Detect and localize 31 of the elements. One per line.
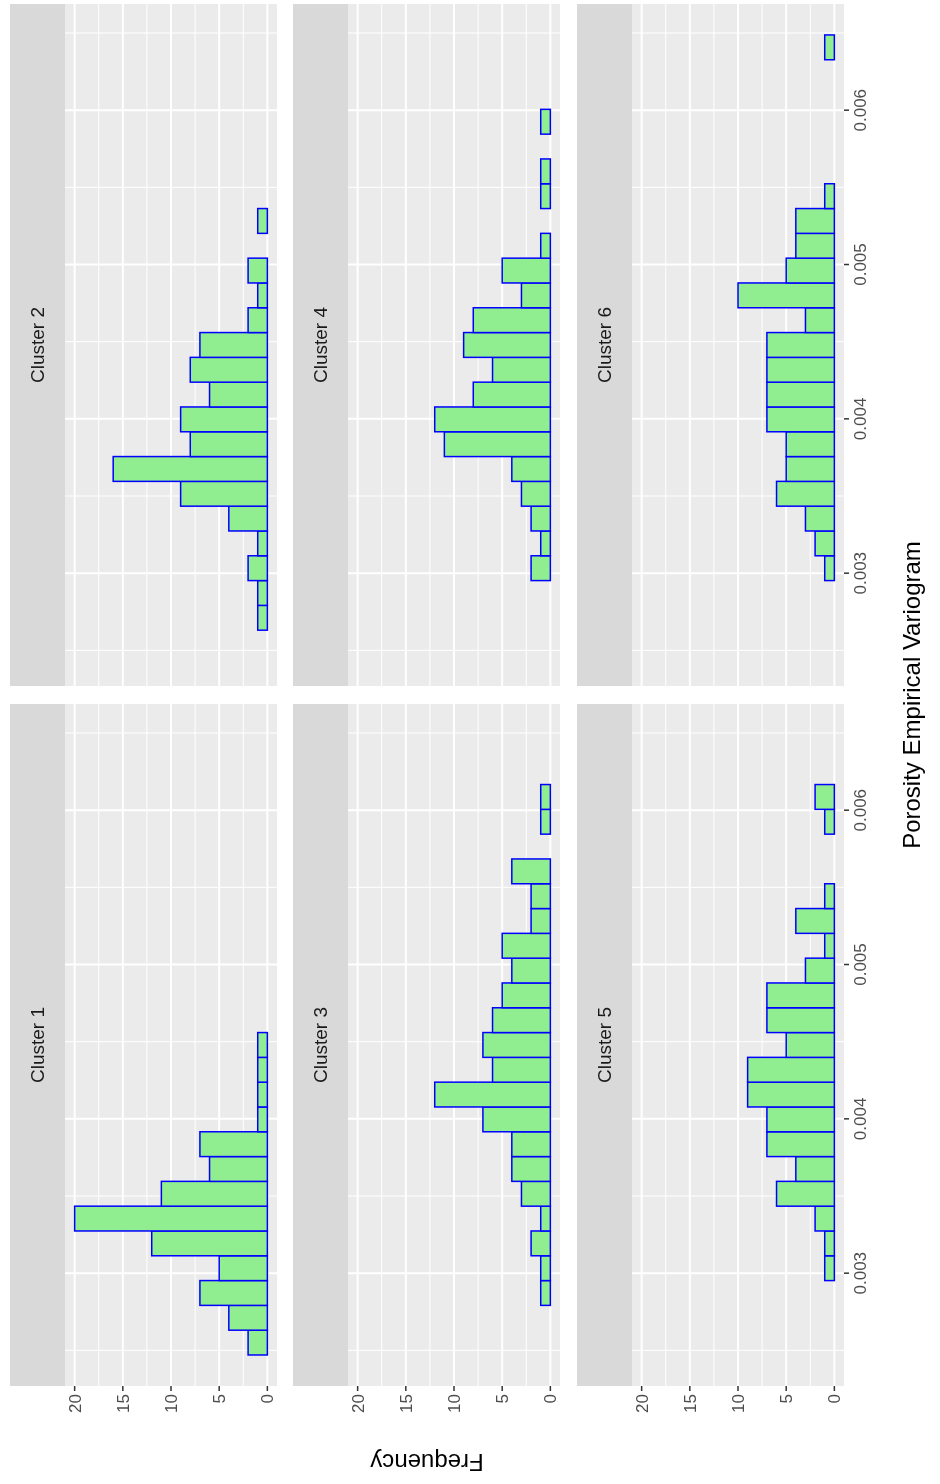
- x-tick-label: 15: [396, 1394, 416, 1413]
- x-tick-label: 0: [825, 1394, 845, 1404]
- y-tick-label: 0.003: [851, 1251, 870, 1295]
- text: Cluster 5: [594, 1006, 616, 1084]
- text: Cluster 4: [310, 306, 332, 384]
- text: Cluster 1: [27, 1006, 49, 1084]
- x-tick-label: 20: [65, 1394, 85, 1413]
- x-tick-label: 20: [632, 1394, 652, 1413]
- x-tick-label: 0: [541, 1394, 561, 1404]
- x-tick-label: 10: [161, 1394, 181, 1413]
- y-tick-label: 0.003: [851, 551, 870, 595]
- x-tick-label: 5: [493, 1394, 513, 1404]
- y-tick-label: 0.004: [851, 397, 870, 441]
- x-tick-label: 5: [210, 1394, 230, 1404]
- x-tick-label: 10: [728, 1394, 748, 1413]
- y-tick-label: 0.006: [851, 88, 870, 132]
- x-tick-label: 15: [680, 1394, 700, 1413]
- text: Cluster 3: [310, 1006, 332, 1084]
- x-tick-label: 20: [348, 1394, 368, 1413]
- x-tick-label: 15: [113, 1394, 133, 1413]
- y-tick-label: 0.004: [851, 1097, 870, 1141]
- y-axis-title: Porosity Empirical Variogram: [898, 541, 925, 849]
- x-tick-label: 5: [777, 1394, 797, 1404]
- y-tick-label: 0.005: [851, 243, 870, 286]
- text: Cluster 6: [594, 306, 616, 384]
- x-tick-label: 0: [258, 1394, 278, 1404]
- x-tick-label: 10: [444, 1394, 464, 1413]
- x-axis-title: Frequency: [370, 1449, 484, 1476]
- y-tick-label: 0.005: [851, 943, 870, 986]
- y-tick-label: 0.006: [851, 788, 870, 832]
- text: Cluster 2: [27, 306, 49, 384]
